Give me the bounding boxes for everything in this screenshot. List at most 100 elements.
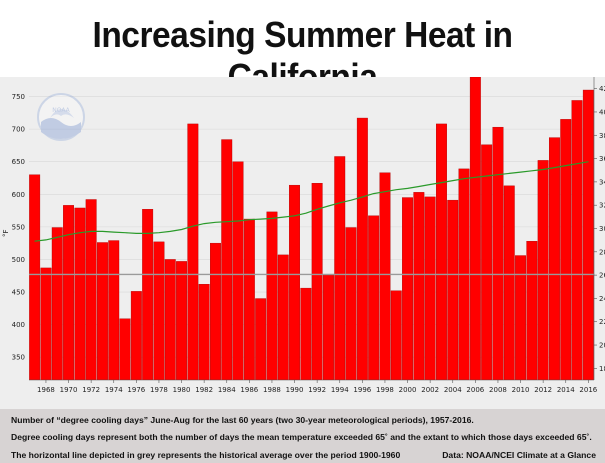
y-right-tick-label: 380 <box>599 132 605 140</box>
x-tick-label: 1986 <box>240 386 258 394</box>
data-source: Data: NOAA/NCEI Climate at a Glance <box>442 450 596 460</box>
y-tick-label: 500 <box>12 256 25 264</box>
bar <box>51 227 63 380</box>
x-tick-label: 1978 <box>150 386 168 394</box>
bar <box>85 199 97 380</box>
x-tick-label: 1998 <box>376 386 394 394</box>
y-tick-label: 400 <box>12 321 25 329</box>
bar <box>560 119 572 380</box>
y-right-tick-label: 360 <box>599 155 605 163</box>
title-band: Increasing Summer Heat in California <box>0 0 605 97</box>
x-tick-label: 2012 <box>534 386 552 394</box>
bar <box>209 242 221 380</box>
trend-series <box>34 161 589 242</box>
bar <box>187 123 199 380</box>
x-tick-label: 1984 <box>218 386 236 394</box>
bar <box>277 254 289 380</box>
y-tick-label: 350 <box>12 354 25 362</box>
x-tick-label: 2006 <box>466 386 484 394</box>
bar <box>481 144 493 380</box>
bar <box>379 172 391 380</box>
y-right-tick-label: 420 <box>599 85 605 93</box>
bar <box>345 227 357 380</box>
x-tick-label: 1990 <box>286 386 304 394</box>
x-tick-label: 2000 <box>399 386 417 394</box>
bar <box>537 160 549 380</box>
y-right-tick-label: 300 <box>599 225 605 233</box>
y-right-tick-label: 200 <box>599 342 605 350</box>
y-axis-right: 180 200 220 240 260 280 300 320 340 360 380 400 420 <box>593 77 605 380</box>
x-tick-label: 1994 <box>331 386 349 394</box>
bar <box>96 242 108 380</box>
chart-title: Increasing Summer Heat in California <box>92 14 513 97</box>
y-right-tick-label: 320 <box>599 202 605 210</box>
bar <box>221 139 233 380</box>
bar <box>311 183 323 380</box>
bar <box>300 287 312 380</box>
bar <box>402 197 413 380</box>
x-tick-label: 1996 <box>353 386 371 394</box>
y-tick-label: 750 <box>12 93 25 101</box>
x-tick-label: 1982 <box>195 386 213 394</box>
x-tick-label: 1972 <box>82 386 100 394</box>
y-tick-label: 550 <box>12 223 25 231</box>
bar <box>119 318 131 380</box>
y-tick-label: 450 <box>12 289 25 297</box>
bar <box>142 209 154 380</box>
bar <box>492 126 504 380</box>
footer <box>0 409 605 463</box>
x-axis: 1968 1970 1972 1974 1976 1978 1980 1982 1984 1986… <box>29 379 598 394</box>
bar <box>255 298 267 380</box>
bar <box>198 284 210 380</box>
footnote-definition: Degree cooling days represent both the n… <box>11 432 592 442</box>
bar <box>232 161 244 380</box>
bar <box>40 267 52 380</box>
bar <box>424 196 436 380</box>
bar <box>63 205 74 380</box>
bar <box>130 291 142 380</box>
noaa-logo: NOAA <box>37 93 85 141</box>
bar <box>108 240 120 380</box>
trend-line <box>34 161 589 242</box>
bar <box>176 261 188 380</box>
bar <box>469 77 481 380</box>
bar <box>390 290 402 380</box>
bar <box>436 123 447 380</box>
bar <box>243 218 255 380</box>
x-tick-label: 2010 <box>512 386 530 394</box>
y-right-tick-label: 280 <box>599 248 605 256</box>
bar <box>368 215 380 380</box>
bar <box>503 185 515 380</box>
y-right-tick-label: 400 <box>599 108 605 116</box>
logo-text: NOAA <box>52 107 70 114</box>
bar <box>266 211 278 380</box>
x-tick-label: 1974 <box>105 386 123 394</box>
y-axis-label: °F <box>2 229 10 237</box>
bar-chart: 350 400 450 500 550 600 650 700 750 180 200 220 240… <box>2 77 605 394</box>
x-tick-label: 1980 <box>173 386 191 394</box>
bar <box>447 199 459 380</box>
bar <box>74 207 86 380</box>
x-tick-label: 2014 <box>557 386 575 394</box>
bars <box>29 77 594 380</box>
x-tick-label: 2016 <box>579 386 597 394</box>
y-right-tick-label: 220 <box>599 318 605 326</box>
x-tick-label: 2008 <box>489 386 507 394</box>
y-right-tick-label: 180 <box>599 365 605 373</box>
y-right-tick-label: 340 <box>599 178 605 186</box>
bar <box>164 259 176 380</box>
y-axis-left: 350 400 450 500 550 600 650 700 750 <box>12 93 25 362</box>
x-tick-label: 2004 <box>444 386 462 394</box>
bar <box>549 137 560 380</box>
x-tick-label: 1992 <box>308 386 326 394</box>
bar <box>153 241 165 380</box>
footnote-average-line: The horizontal line depicted in grey rep… <box>11 450 401 460</box>
y-tick-label: 600 <box>12 191 25 199</box>
bar <box>526 241 538 380</box>
y-tick-label: 700 <box>12 126 25 134</box>
y-right-tick-label: 240 <box>599 295 605 303</box>
bar <box>571 100 583 380</box>
footnote-cooling-days: Number of “degree cooling days” June-Aug… <box>11 415 474 425</box>
bar <box>323 274 334 380</box>
x-tick-label: 2002 <box>421 386 439 394</box>
